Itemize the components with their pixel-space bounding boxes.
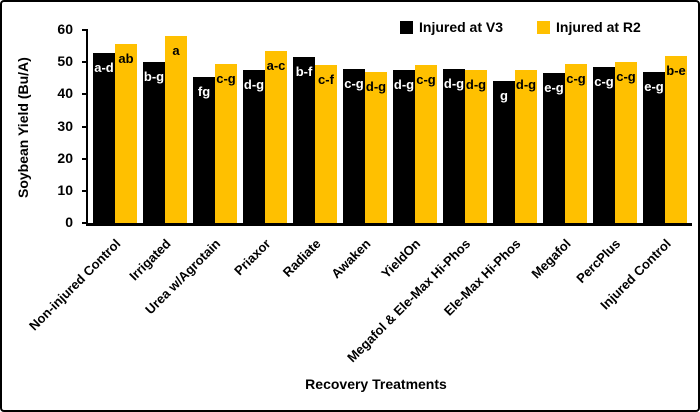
bar-stat-label: c-g xyxy=(594,74,614,89)
bar-stat-label: d-g xyxy=(393,77,415,93)
bar-stat-label: c-g xyxy=(216,70,236,86)
bar-group: a-d ab xyxy=(93,44,137,223)
bar-injured-at-r2: d-g xyxy=(465,70,487,223)
bar-injured-at-v3: fg xyxy=(193,76,215,223)
x-category-label: Irrigated xyxy=(126,236,174,284)
bar-injured-at-v3: c-g xyxy=(593,67,615,223)
bar-injured-at-v3: b-f xyxy=(293,57,315,223)
bar-stat-label: d-g xyxy=(465,77,487,93)
bar-stat-label: d-g xyxy=(515,77,537,93)
bar-injured-at-r2: c-g xyxy=(615,62,637,223)
y-tick-mark xyxy=(82,61,88,64)
bar-stat-label: c-g xyxy=(616,69,636,85)
bar-stat-label: a-d xyxy=(94,59,114,75)
bar-stat-label: e-g xyxy=(644,78,664,94)
bar-stat-label: g xyxy=(500,88,508,104)
y-tick-mark xyxy=(82,157,88,160)
bar-group: d-g d-g xyxy=(443,68,487,223)
bar-group: c-g d-g xyxy=(343,68,387,223)
y-tick-label: 20 xyxy=(57,149,73,166)
legend-item-v3: Injured at V3 xyxy=(400,19,503,35)
bar-stat-label: fg xyxy=(197,83,211,99)
plot-area: a-d ab b-g a fg c-g d-g a-c b-f c-f c-g d-g d-g c-g d-… xyxy=(86,30,692,226)
legend-label-r2: Injured at R2 xyxy=(556,19,641,35)
bar-injured-at-v3: c-g xyxy=(343,68,365,223)
bar-injured-at-r2: a-c xyxy=(265,50,287,223)
bar-injured-at-v3: e-g xyxy=(643,71,665,223)
bar-injured-at-r2: c-g xyxy=(565,63,587,223)
bar-group: fg c-g xyxy=(193,63,237,223)
bar-injured-at-v3: d-g xyxy=(243,70,265,223)
bar-injured-at-v3: d-g xyxy=(443,68,465,223)
bar-stat-label: d-g xyxy=(243,77,265,93)
bar-group: d-g c-g xyxy=(393,65,437,223)
bar-injured-at-v3: a-d xyxy=(93,52,115,223)
legend-label-v3: Injured at V3 xyxy=(419,19,504,35)
bar-group: e-g b-e xyxy=(643,55,687,223)
bar-group: d-g a-c xyxy=(243,50,287,223)
y-axis: 0 10 20 30 40 50 60 xyxy=(32,21,88,230)
bar-injured-at-v3: e-g xyxy=(543,73,565,223)
y-tick-label: 50 xyxy=(57,53,73,70)
bar-injured-at-r2: d-g xyxy=(365,71,387,223)
y-tick-label: 10 xyxy=(57,181,73,198)
bar-injured-at-r2: ab xyxy=(115,44,137,223)
legend: Injured at V3 Injured at R2 xyxy=(400,19,641,35)
bar-group: c-g c-g xyxy=(593,62,637,223)
y-tick-mark xyxy=(82,125,88,128)
bar-injured-at-r2: d-g xyxy=(515,70,537,223)
x-category-label: Radiate xyxy=(279,236,324,280)
bar-stat-label: c-f xyxy=(318,72,334,88)
bar-stat-label: b-f xyxy=(295,64,313,80)
x-category-label: Non-injured Control xyxy=(26,236,124,334)
y-tick-label: 60 xyxy=(57,21,73,37)
y-tick-label: 0 xyxy=(65,214,73,230)
y-tick-mark xyxy=(82,93,88,96)
bar-stat-label: c-g xyxy=(416,72,436,88)
bar-stat-label: a-c xyxy=(266,57,286,73)
x-axis-labels: Non-injured Control Irrigated Urea w/Agrot… xyxy=(26,228,690,368)
bar-stat-label: a xyxy=(172,43,180,59)
bar-injured-at-r2: c-f xyxy=(315,65,337,223)
bar-group: g d-g xyxy=(493,70,537,223)
legend-item-r2: Injured at R2 xyxy=(537,19,641,35)
bar-group: e-g c-g xyxy=(543,63,587,223)
y-tick-mark xyxy=(82,29,88,31)
bar-stat-label: c-g xyxy=(566,70,586,86)
bar-injured-at-v3: g xyxy=(493,81,515,223)
bar-injured-at-v3: b-g xyxy=(143,62,165,223)
bar-stat-label: e-g xyxy=(544,80,564,96)
bar-stat-label: c-g xyxy=(344,75,364,91)
bar-group: b-f c-f xyxy=(293,57,337,223)
y-tick-mark xyxy=(82,189,88,192)
x-category-label: PercPlus xyxy=(573,236,624,286)
legend-swatch-v3 xyxy=(400,20,413,34)
x-axis-title: Recovery Treatments xyxy=(305,376,447,392)
x-category-label: Megafol xyxy=(528,236,574,282)
y-tick-mark xyxy=(82,222,88,224)
bar-stat-label: d-g xyxy=(365,78,387,94)
bar-stat-label: b-e xyxy=(666,62,686,78)
bar-group: b-g a xyxy=(143,36,187,223)
x-category-label: Priaxor xyxy=(231,236,274,279)
x-category-label: YieldOn xyxy=(378,236,424,282)
bar-injured-at-v3: d-g xyxy=(393,70,415,223)
bar-stat-label: ab xyxy=(118,51,134,67)
bar-injured-at-r2: c-g xyxy=(215,63,237,223)
bar-injured-at-r2: c-g xyxy=(415,65,437,223)
bar-injured-at-r2: a xyxy=(165,36,187,223)
x-category-label: Awaken xyxy=(328,236,374,282)
y-tick-label: 40 xyxy=(57,85,73,102)
bar-injured-at-r2: b-e xyxy=(665,55,687,223)
bar-stat-label: b-g xyxy=(143,69,165,85)
y-tick-label: 30 xyxy=(57,117,73,134)
bar-stat-label: d-g xyxy=(443,75,465,91)
legend-swatch-r2 xyxy=(537,20,551,34)
y-axis-title: Soybean Yield (Bu/A) xyxy=(15,57,31,199)
